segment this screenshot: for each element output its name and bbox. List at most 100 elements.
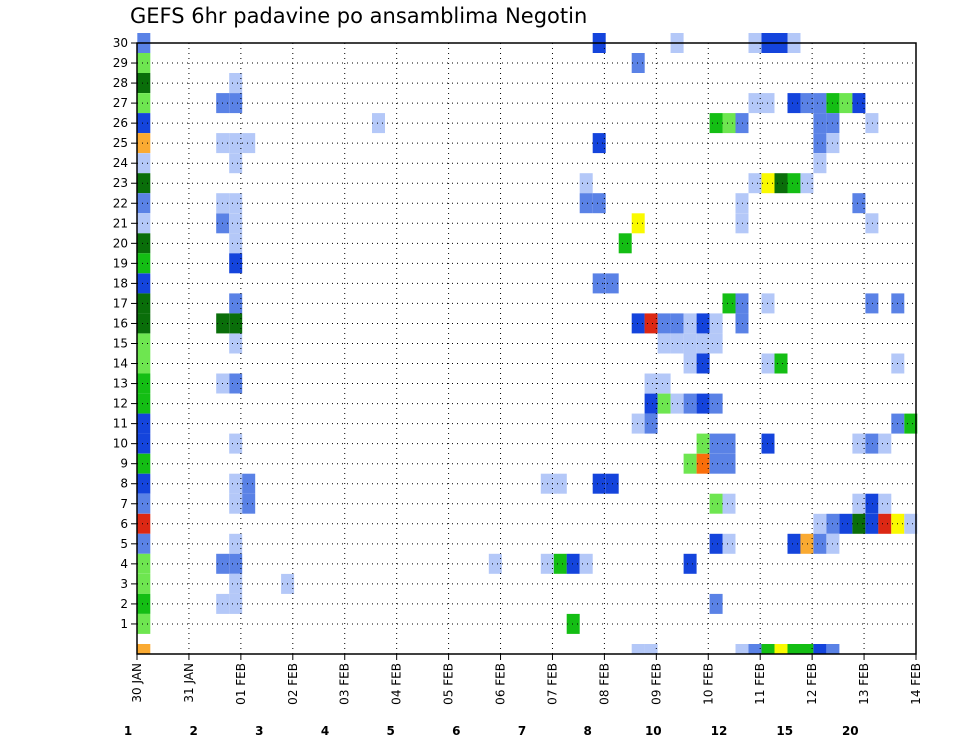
precip-cell bbox=[229, 133, 243, 154]
precip-cell bbox=[137, 353, 151, 374]
precip-cell bbox=[631, 313, 645, 334]
precip-cell bbox=[657, 373, 671, 394]
precip-cell bbox=[865, 113, 879, 134]
precip-cell bbox=[229, 253, 243, 274]
precip-cell bbox=[774, 353, 788, 374]
precip-cell bbox=[852, 93, 866, 114]
precip-cell bbox=[800, 644, 814, 654]
y-tick-label: 27 bbox=[113, 96, 128, 110]
precip-cell bbox=[137, 73, 151, 93]
precip-cell bbox=[631, 213, 645, 234]
y-tick-label: 19 bbox=[113, 256, 128, 270]
precip-cell bbox=[137, 413, 151, 434]
precip-cell bbox=[683, 393, 697, 414]
y-tick-label: 9 bbox=[120, 457, 128, 471]
y-tick-label: 4 bbox=[120, 557, 128, 571]
precip-cell bbox=[137, 573, 151, 594]
colorbar-label: 5 bbox=[387, 724, 395, 738]
precip-cell bbox=[761, 644, 775, 654]
precip-cell bbox=[696, 333, 710, 354]
y-tick-label: 15 bbox=[113, 336, 128, 350]
precip-cell bbox=[579, 553, 593, 574]
y-tick-label: 20 bbox=[113, 236, 128, 250]
precip-cell bbox=[137, 273, 151, 294]
precip-cell bbox=[826, 644, 840, 654]
precip-cell bbox=[242, 473, 256, 494]
y-tick-label: 25 bbox=[113, 136, 128, 150]
precip-cell bbox=[878, 513, 892, 534]
precip-cell bbox=[709, 393, 723, 414]
precip-cell bbox=[852, 493, 866, 514]
x-tick-label: 14 FEB bbox=[909, 663, 923, 705]
precip-cell bbox=[242, 493, 256, 514]
precip-cell bbox=[865, 513, 879, 534]
precip-cell bbox=[488, 553, 502, 574]
precip-cell bbox=[657, 313, 671, 334]
y-tick-label: 8 bbox=[120, 477, 128, 491]
precip-cell bbox=[813, 93, 827, 114]
x-tick-label: 13 FEB bbox=[857, 663, 871, 705]
precip-cell bbox=[229, 233, 243, 254]
precip-cell bbox=[229, 533, 243, 554]
precip-cell bbox=[137, 53, 151, 73]
x-tick-label: 03 FEB bbox=[338, 663, 352, 705]
precip-cell bbox=[592, 273, 606, 294]
precip-cell bbox=[852, 513, 866, 534]
precip-cell bbox=[683, 333, 697, 354]
precip-cell bbox=[709, 313, 723, 334]
y-tick-label: 11 bbox=[113, 417, 128, 431]
precip-cell bbox=[657, 333, 671, 354]
precip-cell bbox=[229, 433, 243, 454]
precip-cell bbox=[137, 213, 151, 234]
precip-cell bbox=[839, 93, 853, 114]
precip-cell bbox=[683, 453, 697, 474]
x-tick-label: 09 FEB bbox=[649, 663, 663, 705]
y-tick-label: 12 bbox=[113, 397, 128, 411]
chart-title: GEFS 6hr padavine po ansamblima Negotin bbox=[130, 4, 588, 28]
y-tick-label: 28 bbox=[113, 76, 128, 90]
precip-cell bbox=[137, 253, 151, 274]
precip-cell bbox=[709, 453, 723, 474]
precip-cell bbox=[137, 493, 151, 514]
precip-cell bbox=[774, 173, 788, 194]
precip-cell bbox=[229, 333, 243, 354]
x-tick-label: 08 FEB bbox=[597, 663, 611, 705]
y-tick-label: 3 bbox=[120, 577, 128, 591]
y-tick-label: 5 bbox=[120, 537, 128, 551]
precip-cell bbox=[137, 533, 151, 554]
x-tick-label: 05 FEB bbox=[442, 663, 456, 705]
precip-cell bbox=[229, 313, 243, 334]
precip-cell bbox=[137, 373, 151, 394]
precip-cell bbox=[800, 173, 814, 194]
precip-cell bbox=[709, 493, 723, 514]
precip-cell bbox=[839, 513, 853, 534]
x-tick-label: 10 FEB bbox=[701, 663, 715, 705]
y-tick-label: 16 bbox=[113, 316, 128, 330]
precip-cell bbox=[735, 644, 749, 654]
precip-cell bbox=[904, 413, 918, 434]
colorbar-label: 8 bbox=[584, 724, 592, 738]
colorbar-label: 15 bbox=[776, 724, 793, 738]
precip-cell bbox=[709, 333, 723, 354]
y-tick-label: 13 bbox=[113, 377, 128, 391]
precip-cell bbox=[631, 413, 645, 434]
x-tick-label: 11 FEB bbox=[753, 663, 767, 705]
precip-cell bbox=[696, 433, 710, 454]
precip-cell bbox=[137, 644, 151, 654]
precip-cell bbox=[709, 593, 723, 614]
colorbar-label: 6 bbox=[452, 724, 460, 738]
precip-cell bbox=[618, 233, 632, 254]
plot-frame bbox=[136, 42, 917, 655]
precip-cell bbox=[137, 333, 151, 354]
precip-cell bbox=[137, 553, 151, 574]
precip-cell bbox=[229, 373, 243, 394]
precip-cell bbox=[722, 533, 736, 554]
precip-cell bbox=[579, 173, 593, 194]
precip-cell bbox=[813, 113, 827, 134]
precip-cell bbox=[229, 553, 243, 574]
precip-cell bbox=[579, 193, 593, 214]
precip-cell bbox=[852, 193, 866, 214]
precip-cell bbox=[878, 493, 892, 514]
x-tick-label: 02 FEB bbox=[286, 663, 300, 705]
precip-cell bbox=[229, 93, 243, 114]
